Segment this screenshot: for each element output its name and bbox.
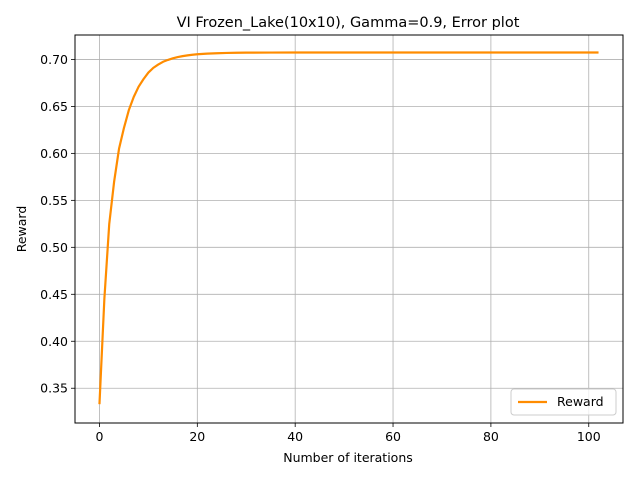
legend-label-reward: Reward (557, 394, 604, 409)
x-axis-ticks: 0 20 40 60 80 100 (95, 423, 601, 444)
x-tick-label: 0 (95, 429, 103, 444)
x-axis-label: Number of iterations (283, 450, 413, 465)
x-tick-label: 100 (577, 429, 601, 444)
chart-title: VI Frozen_Lake(10x10), Gamma=0.9, Error … (177, 15, 520, 31)
grid (75, 35, 623, 423)
y-tick-label: 0.35 (40, 381, 68, 396)
y-axis-ticks: 0.35 0.40 0.45 0.50 0.55 0.60 0.65 0.70 (40, 52, 75, 396)
series-layer (98, 51, 599, 405)
y-tick-label: 0.40 (40, 334, 68, 349)
y-axis-label: Reward (14, 206, 29, 253)
y-tick-label: 0.70 (40, 52, 68, 67)
x-tick-label: 80 (483, 429, 499, 444)
x-tick-label: 20 (189, 429, 205, 444)
y-tick-label: 0.55 (40, 193, 68, 208)
legend: Reward (510, 388, 617, 416)
y-tick-label: 0.65 (40, 99, 68, 114)
legend-box (510, 388, 617, 416)
y-tick-label: 0.45 (40, 287, 68, 302)
y-tick-label: 0.60 (40, 146, 68, 161)
y-tick-label: 0.50 (40, 240, 68, 255)
series-line-reward (98, 51, 599, 405)
x-tick-label: 40 (287, 429, 303, 444)
plot-area-frame (74, 34, 624, 424)
x-tick-label: 60 (385, 429, 401, 444)
